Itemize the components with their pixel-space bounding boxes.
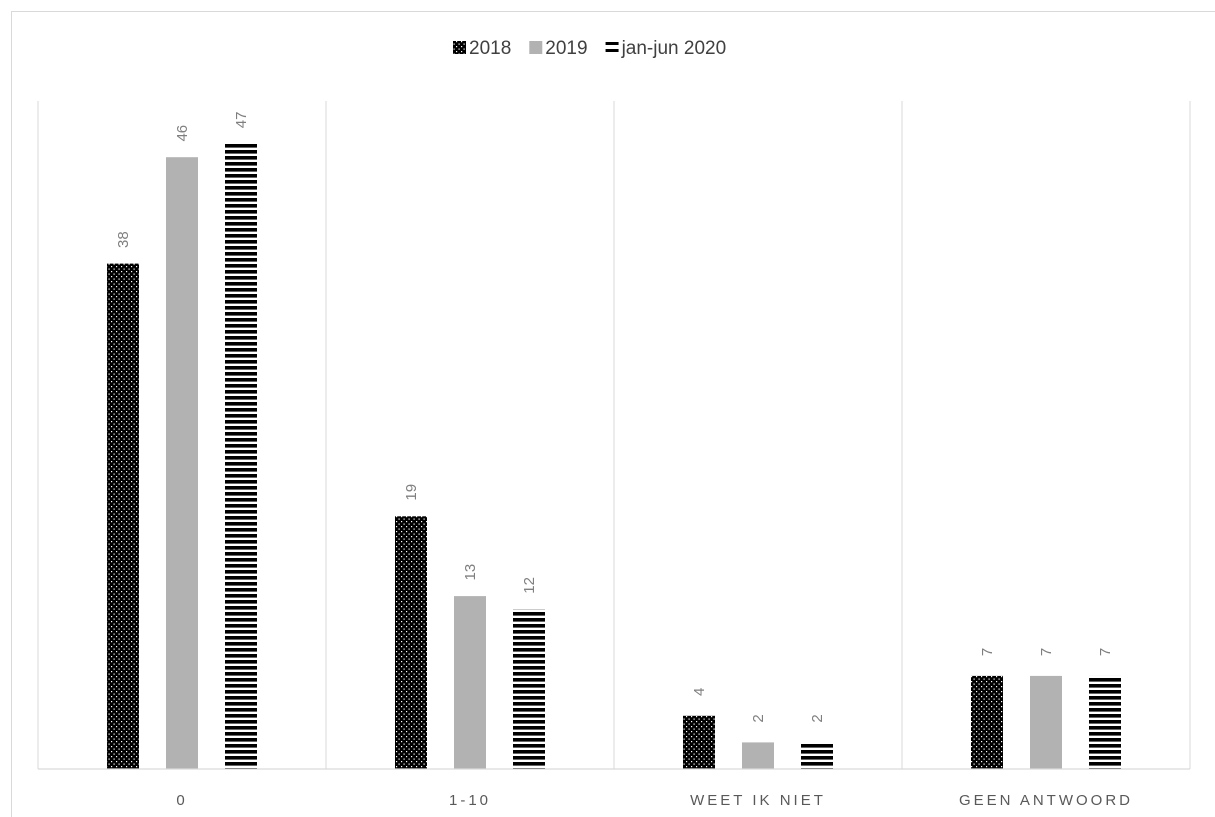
data-label: 7: [1038, 648, 1055, 656]
bar: [742, 742, 774, 769]
data-label: 12: [521, 577, 538, 594]
data-labels: 38 46 47 19 13 12 4 2 2 7 7 7: [115, 112, 1114, 723]
category-labels: 0 1-10 WEET IK NIET GEEN ANTWOORD: [176, 792, 1133, 809]
bar: [683, 715, 715, 769]
bar: [971, 675, 1003, 769]
data-label: 2: [750, 714, 767, 722]
bar: [513, 609, 545, 769]
data-label: 4: [691, 688, 708, 696]
bar: [166, 157, 198, 769]
data-label: 13: [462, 564, 479, 581]
legend-item: jan-jun 2020: [605, 38, 727, 59]
data-label: 46: [174, 125, 191, 142]
bar: [225, 143, 257, 769]
bar: [454, 596, 486, 769]
category-label: 0: [176, 792, 187, 809]
data-label: 38: [115, 231, 132, 248]
bar: [801, 742, 833, 769]
data-label: 7: [1097, 648, 1114, 656]
legend-item: 2018: [453, 38, 511, 59]
legend-swatch: [453, 41, 466, 54]
category-label: GEEN ANTWOORD: [959, 792, 1133, 809]
data-label: 2: [809, 714, 826, 722]
bars: [107, 143, 1121, 769]
bar: [107, 263, 139, 769]
data-label: 7: [979, 648, 996, 656]
category-label: WEET IK NIET: [690, 792, 826, 809]
legend-label: 2019: [545, 38, 587, 59]
data-label: 19: [403, 484, 420, 501]
category-label: 1-10: [449, 792, 491, 809]
bar: [1089, 675, 1121, 769]
legend-label: 2018: [469, 38, 511, 59]
legend-swatch: [605, 49, 619, 52]
legend: 2018 2019 jan-jun 2020: [453, 38, 726, 59]
legend-swatch: [529, 41, 543, 54]
category-separators: [37, 101, 1191, 769]
bar: [1030, 675, 1062, 769]
data-label: 47: [233, 112, 250, 129]
legend-label: jan-jun 2020: [621, 38, 727, 59]
legend-item: 2019: [529, 38, 588, 59]
legend-swatch: [605, 42, 619, 45]
bar: [395, 516, 427, 769]
chart-frame: [11, 11, 1215, 817]
